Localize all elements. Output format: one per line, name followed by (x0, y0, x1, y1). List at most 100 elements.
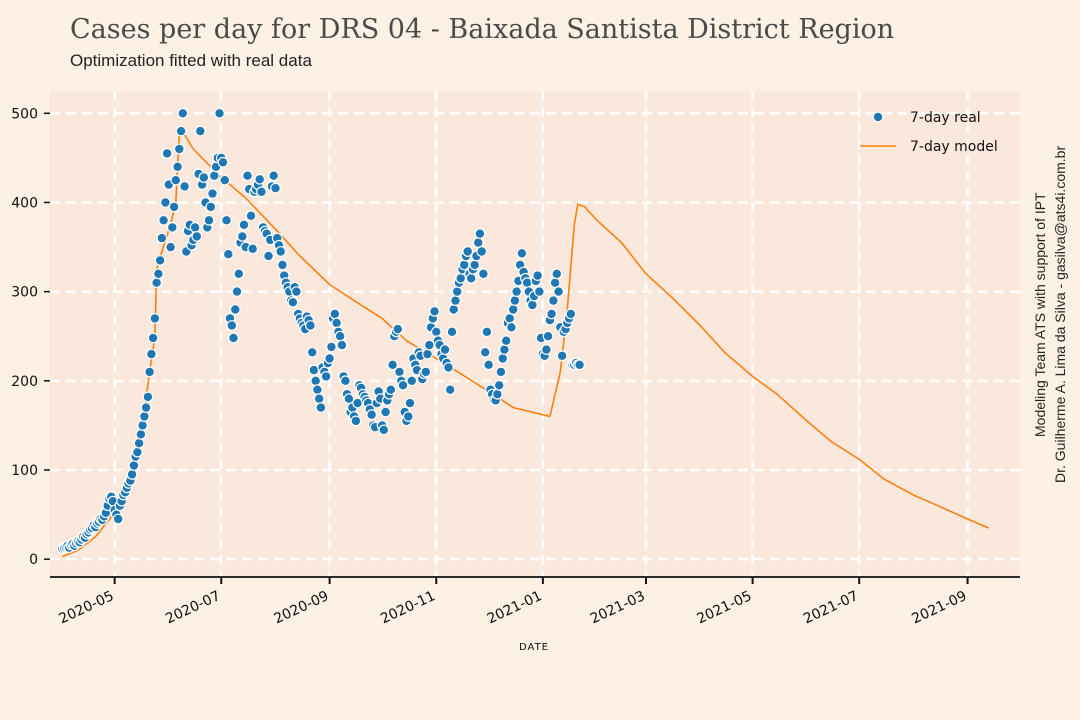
real-data-point (152, 268, 164, 280)
real-data-point (222, 248, 234, 260)
real-data-point (175, 125, 187, 137)
real-data-point (126, 469, 138, 480)
chart-subtitle: Optimization fitted with real data (70, 51, 312, 70)
real-data-point (443, 362, 454, 373)
real-data-point (112, 513, 124, 525)
y-tick-label: 300 (11, 285, 38, 301)
real-data-point (238, 219, 250, 231)
real-data-point (172, 161, 184, 173)
real-data-point (507, 304, 519, 315)
real-data-point (378, 424, 390, 436)
real-data-point (305, 320, 316, 331)
real-data-point (504, 313, 516, 324)
x-tick-label: 2020-05 (57, 588, 117, 627)
real-data-point (340, 375, 351, 387)
real-data-point (546, 308, 557, 320)
real-data-point (191, 230, 203, 242)
real-data-point (242, 170, 253, 182)
legend-marker-real (872, 111, 884, 123)
real-data-point (500, 335, 512, 347)
real-data-point (394, 366, 405, 378)
real-data-point (144, 366, 156, 378)
real-data-point (511, 286, 522, 298)
real-data-point (326, 341, 337, 353)
real-data-point (553, 286, 564, 298)
real-data-point (203, 214, 215, 226)
legend-label-model: 7-day model (910, 139, 998, 155)
real-data-point (474, 228, 486, 240)
real-data-point (509, 295, 521, 307)
real-data-point (430, 326, 442, 338)
real-data-point (161, 147, 173, 159)
real-data-point (387, 359, 399, 371)
real-data-point (205, 201, 217, 213)
model-series (61, 131, 989, 558)
real-data-point (177, 107, 189, 119)
real-data-point (483, 359, 495, 371)
real-data-point (422, 348, 433, 360)
real-data-point (493, 379, 505, 391)
real-data-point (334, 330, 346, 342)
real-data-point (194, 125, 206, 137)
x-tick-label: 2020-09 (272, 588, 332, 627)
real-data-point (343, 393, 355, 405)
real-data-point (541, 344, 552, 356)
real-data-point (270, 182, 281, 194)
real-data-point (217, 156, 229, 168)
real-data-point (140, 402, 152, 414)
real-data-point (128, 460, 140, 471)
x-tick-label: 2020-11 (378, 588, 438, 627)
real-data-point (275, 246, 287, 257)
real-data-point (214, 107, 225, 119)
real-data-point (444, 384, 456, 396)
real-data-point (392, 323, 404, 335)
real-data-point (228, 332, 239, 344)
real-data-point (154, 254, 166, 266)
legend-label-real: 7-day real (910, 110, 981, 126)
real-data-point (350, 415, 362, 427)
real-data-point (208, 170, 220, 182)
real-data-point (478, 268, 489, 280)
x-axis-label: DATE (519, 642, 549, 653)
real-data-point (168, 201, 180, 213)
real-data-point (465, 272, 477, 284)
real-data-point (221, 214, 232, 226)
real-data-point (256, 186, 267, 198)
real-data-point (207, 188, 218, 200)
real-data-point (448, 304, 460, 315)
real-data-point (133, 437, 145, 449)
real-data-point (149, 313, 161, 324)
grid-lines (50, 91, 1020, 577)
real-data-point (135, 428, 147, 440)
real-data-point (173, 143, 185, 155)
real-data-point (324, 353, 336, 364)
real-data-point (556, 350, 568, 362)
x-tick-label: 2021-01 (485, 588, 545, 627)
real-data-point (166, 221, 178, 233)
real-data-point (219, 174, 231, 186)
real-data-point (320, 371, 332, 382)
real-data-point (402, 411, 414, 422)
real-data-point (439, 344, 451, 356)
real-data-point (481, 326, 493, 338)
y-tick-label: 400 (11, 195, 38, 211)
real-data-point (423, 339, 435, 351)
real-data-point (336, 339, 348, 351)
real-data-point (404, 397, 416, 409)
real-data-point (287, 296, 299, 308)
real-data-point (492, 388, 503, 400)
x-tick-label: 2021-09 (909, 588, 969, 627)
real-data-point (406, 375, 418, 387)
real-data-point (268, 170, 280, 182)
real-data-point (198, 172, 210, 183)
real-data-point (277, 259, 288, 271)
real-data-point (131, 446, 143, 458)
real-data-point (527, 299, 538, 311)
real-data-point (385, 384, 397, 396)
real-series (56, 107, 585, 554)
real-data-point (420, 366, 432, 378)
x-tick-label: 2021-07 (801, 588, 861, 627)
x-tick-label: 2021-05 (695, 588, 755, 627)
real-data-point (329, 308, 341, 320)
x-tick-label: 2020-07 (163, 588, 223, 627)
